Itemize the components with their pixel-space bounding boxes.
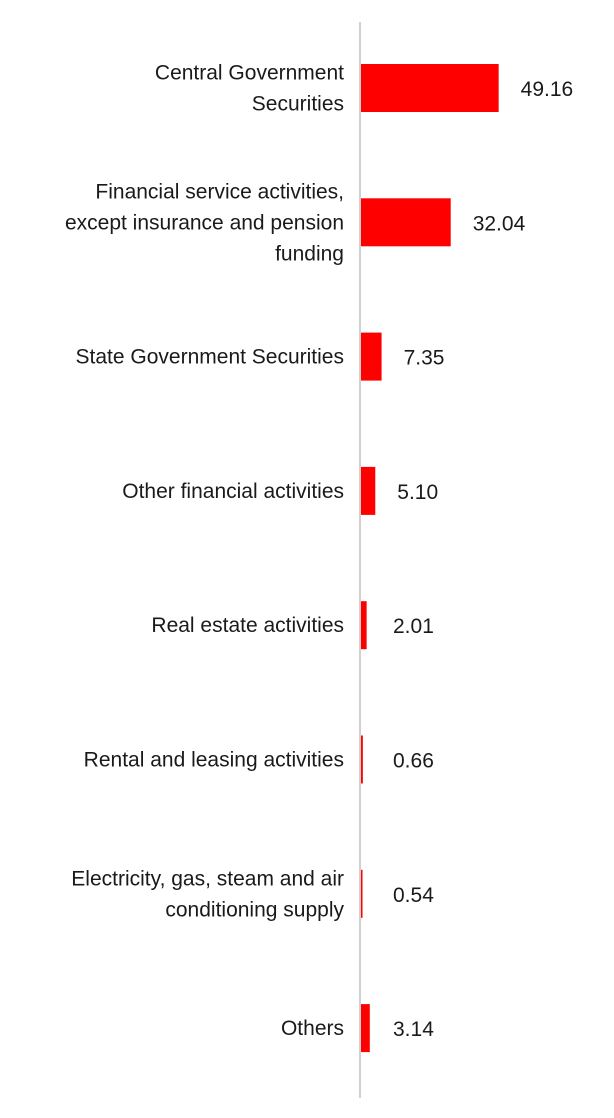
category-label: Rental and leasing activities (84, 749, 344, 772)
bar (361, 198, 451, 247)
bar-group: Real estate activities 2.01 (151, 601, 434, 650)
bar-group: Other financial activities 5.10 (122, 466, 438, 515)
category-label: Central Government Securities (155, 62, 344, 116)
category-label: Other financial activities (122, 480, 344, 503)
data-label: 7.35 (404, 347, 445, 370)
category-label: Electricity, gas, steam and air condition… (71, 867, 344, 921)
bar (361, 466, 376, 515)
bar-group: Central Government Securities 49.16 (155, 62, 573, 116)
bar (361, 601, 367, 650)
category-label: Others (281, 1017, 344, 1040)
data-label: 49.16 (521, 78, 574, 101)
data-label: 0.66 (393, 750, 434, 773)
bar-group: Others 3.14 (281, 1004, 434, 1053)
bar-group: Financial service activities, except insu… (65, 180, 526, 265)
category-label: Financial service activities, except insu… (65, 180, 344, 265)
bar (361, 869, 363, 918)
bar-group: State Government Securities 7.35 (76, 332, 445, 381)
category-label: State Government Securities (76, 346, 344, 369)
bar-group: Rental and leasing activities 0.66 (84, 735, 434, 784)
bar (361, 735, 363, 784)
category-label: Real estate activities (151, 614, 344, 637)
bar (361, 64, 499, 112)
data-label: 0.54 (393, 884, 434, 907)
data-label: 2.01 (393, 615, 434, 638)
bar-group: Electricity, gas, steam and air condition… (71, 867, 434, 921)
data-label: 3.14 (393, 1018, 434, 1041)
bar (361, 1004, 370, 1053)
data-label: 32.04 (473, 212, 526, 235)
data-label: 5.10 (397, 481, 438, 504)
bar (361, 332, 382, 381)
